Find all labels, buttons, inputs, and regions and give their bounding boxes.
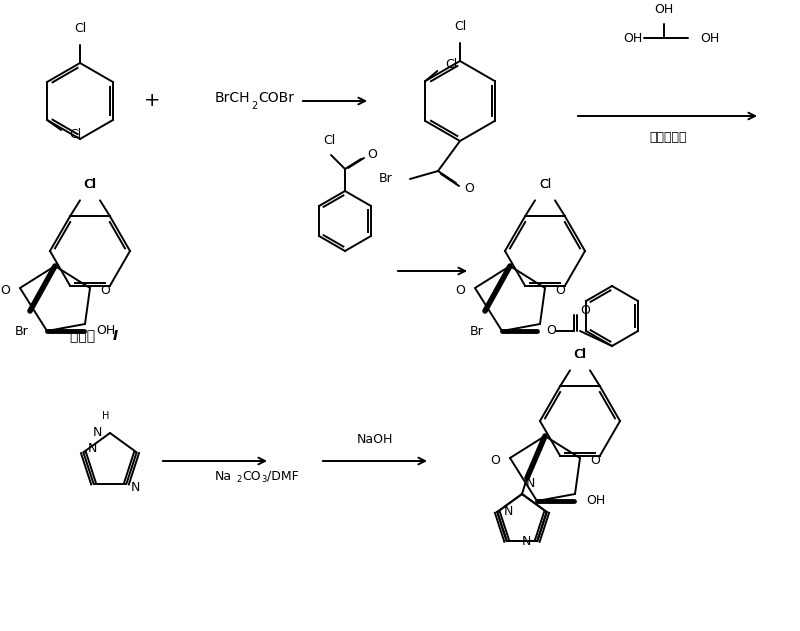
Text: Cl: Cl (538, 179, 551, 191)
Text: Cl: Cl (574, 348, 586, 362)
Text: 3: 3 (261, 476, 266, 485)
Text: O: O (464, 182, 474, 196)
Text: Cl: Cl (574, 348, 586, 362)
Text: /DMF: /DMF (267, 469, 298, 483)
Text: Cl: Cl (84, 179, 96, 191)
Text: N: N (130, 481, 140, 494)
Text: NaOH: NaOH (357, 433, 393, 446)
Text: N: N (93, 427, 102, 440)
Text: O: O (546, 324, 556, 338)
Text: O: O (555, 283, 565, 297)
Text: Cl: Cl (84, 179, 96, 191)
Text: Cl: Cl (446, 59, 458, 71)
Text: OH: OH (96, 324, 115, 338)
Text: Br: Br (15, 325, 29, 338)
Text: H: H (102, 411, 110, 421)
Text: +: + (144, 91, 160, 110)
Text: O: O (580, 305, 590, 317)
Text: O: O (455, 283, 465, 297)
Text: N: N (87, 442, 97, 455)
Text: I: I (113, 329, 118, 343)
Text: Cl: Cl (539, 179, 551, 191)
Text: Cl: Cl (323, 134, 335, 147)
Text: OH: OH (700, 32, 719, 45)
Text: Cl: Cl (69, 127, 82, 141)
Text: O: O (590, 454, 600, 466)
Text: Br: Br (470, 325, 484, 338)
Text: 2: 2 (236, 476, 242, 485)
Text: 2: 2 (251, 101, 258, 111)
Text: OH: OH (586, 495, 606, 507)
Text: 固体杂多酸: 固体杂多酸 (650, 131, 686, 144)
Text: COBr: COBr (258, 91, 294, 105)
Text: Cl: Cl (74, 22, 86, 35)
Text: Cl: Cl (454, 20, 466, 33)
Text: 中间体: 中间体 (70, 329, 99, 343)
Text: O: O (100, 283, 110, 297)
Text: O: O (367, 148, 377, 162)
Text: N: N (526, 477, 535, 490)
Text: O: O (490, 454, 500, 466)
Text: OH: OH (654, 3, 674, 16)
Text: Na: Na (215, 469, 232, 483)
Text: Br: Br (378, 172, 392, 186)
Text: N: N (522, 534, 531, 548)
Text: CO: CO (242, 469, 261, 483)
Text: N: N (503, 505, 513, 519)
Text: O: O (0, 283, 10, 297)
Text: OH: OH (622, 32, 642, 45)
Text: BrCH: BrCH (215, 91, 250, 105)
